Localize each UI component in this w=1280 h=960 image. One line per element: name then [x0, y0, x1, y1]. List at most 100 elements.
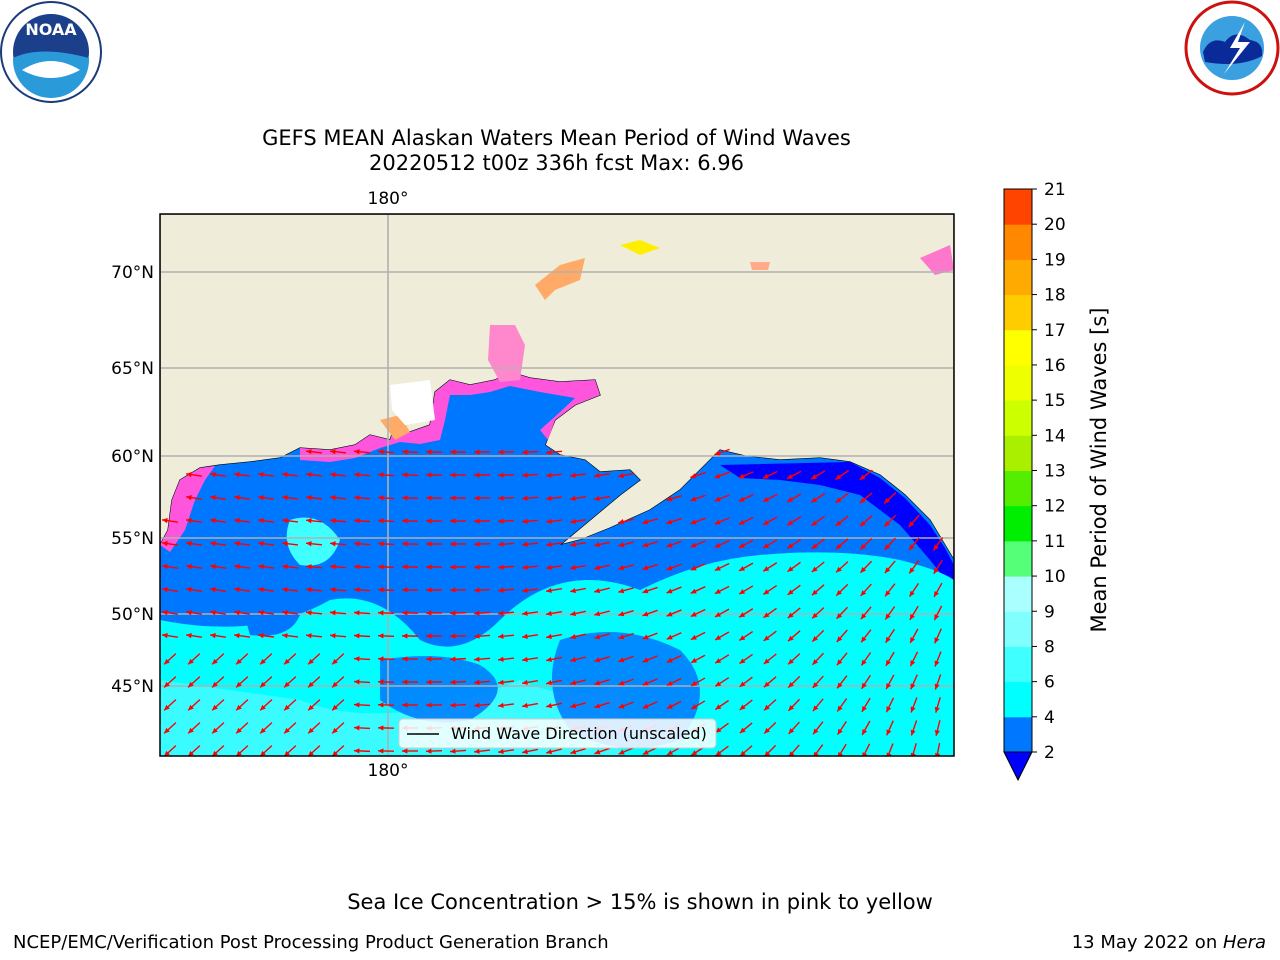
wave-arrow-head [498, 656, 504, 662]
wave-arrow-head [811, 543, 818, 549]
wave-arrow-head [498, 679, 504, 685]
wave-arrow-head [210, 610, 216, 616]
colorbar-segment [1004, 576, 1032, 612]
wave-arrow-head [212, 750, 218, 756]
wave-arrow-head [618, 588, 625, 594]
wave-arrow-head [378, 702, 384, 708]
wave-arrow-head [714, 473, 721, 479]
wave-arrow-head [234, 610, 240, 616]
wave-arrow-head [860, 567, 867, 573]
credit-host: Hera [1222, 932, 1266, 953]
wave-arrow-head [811, 520, 818, 526]
wave-arrow-head [354, 748, 360, 754]
wave-arrow-head [210, 564, 216, 570]
noaa-logo-text: NOAA [25, 20, 77, 39]
wave-arrow-head [570, 587, 576, 594]
colorbar-segment [1004, 716, 1032, 753]
wave-arrow-head [884, 544, 891, 550]
wind-wave-arrows [161, 448, 944, 756]
ocean-high [286, 517, 340, 566]
wave-arrow-head [522, 472, 528, 478]
credit-right: 13 May 2022 on Hera [1072, 932, 1266, 953]
wave-arrow-head [788, 658, 794, 665]
wave-arrow-head [306, 495, 312, 501]
wave-arrow-head [618, 542, 625, 548]
wave-arrow-head [642, 519, 649, 525]
wave-arrow-head [306, 633, 312, 639]
wave-arrow-head [354, 472, 360, 478]
wave-arrow-head [450, 449, 456, 455]
colorbar-tick-label: 15 [1044, 391, 1066, 411]
wave-arrow-head [234, 633, 240, 639]
wave-arrow-head [764, 751, 771, 756]
wave-arrow-head [258, 495, 264, 501]
wave-arrow-head [378, 725, 384, 731]
wave-arrow-head [618, 703, 625, 709]
wave-arrow-head [378, 564, 384, 570]
wave-arrow-head [812, 612, 818, 619]
colorbar-tick-label: 11 [1044, 532, 1066, 552]
wave-arrow-head [886, 729, 892, 736]
wave-arrow-head [282, 472, 288, 478]
wave-arrow-head [835, 474, 842, 480]
wave-arrow-head [354, 725, 360, 731]
colorbar-tick-label: 17 [1044, 321, 1066, 341]
wave-arrow-head [690, 588, 697, 594]
wave-arrow-head [762, 496, 769, 502]
wave-arrow-head [836, 659, 843, 666]
wave-arrow-head [498, 495, 504, 501]
wave-arrow-head [740, 750, 746, 756]
wave-arrow-head [738, 519, 745, 525]
wave-arrow-head [666, 703, 673, 709]
wave-arrow-head [570, 703, 577, 709]
wave-arrow-head [546, 495, 552, 501]
wave-arrow-head [332, 704, 338, 711]
wave-arrow-head [666, 588, 673, 594]
wave-arrow-head [308, 658, 314, 665]
colorbar: 2 4 6 8 9 10 11 12 13 14 15 16 17 18 19 20 21 [1003, 180, 1066, 782]
wave-arrow-head [910, 683, 916, 690]
wave-arrow-head [498, 541, 504, 547]
colorbar-tick-label: 16 [1044, 356, 1066, 376]
wave-arrow-head [812, 682, 819, 688]
wave-arrow-head [330, 472, 336, 478]
colorbar-tick-label: 4 [1044, 708, 1055, 728]
wave-arrow-head [282, 541, 288, 547]
wave-arrow-head [450, 541, 456, 547]
wave-arrow-head [934, 637, 940, 644]
wave-arrow-head [787, 497, 794, 503]
wave-arrow-head [212, 727, 218, 734]
wave-arrow-head [378, 541, 384, 547]
wave-arrow-head [188, 750, 194, 756]
wave-arrow-head [739, 658, 746, 664]
wave-arrow-head [186, 472, 192, 478]
wave-arrow-head [330, 587, 336, 593]
wave-arrow-head [402, 518, 408, 524]
wave-arrow-head [763, 681, 770, 688]
wave-arrow-head [474, 679, 480, 685]
wave-arrow-head [715, 635, 722, 641]
wave-arrow-head [474, 518, 480, 524]
legend-label: Wind Wave Direction (unscaled) [451, 724, 707, 743]
sea-ice-band [750, 262, 770, 270]
lat-label-50: 50°N [111, 605, 154, 625]
wave-arrow-head [738, 542, 745, 548]
lat-label-60: 60°N [111, 447, 154, 467]
wave-arrow-head [788, 681, 794, 688]
wave-arrow-head [933, 544, 939, 551]
wave-arrow-head [570, 495, 576, 501]
wave-arrow-head [402, 564, 408, 570]
wave-arrow-head [282, 610, 288, 616]
wave-arrow-head [594, 680, 601, 686]
wave-arrow-head [164, 681, 170, 688]
wave-arrow-head [690, 657, 697, 663]
wave-arrow-head [498, 702, 504, 708]
wave-arrow-head [836, 613, 843, 619]
colorbar-segment [1004, 364, 1032, 401]
lat-label-45: 45°N [111, 677, 154, 697]
wave-arrow-head [234, 472, 240, 478]
lon-label-bottom: 180° [368, 761, 409, 781]
credit-date: 13 May 2022 on [1071, 932, 1223, 953]
wave-arrow-head [836, 589, 842, 596]
wave-arrow-head [714, 565, 721, 571]
